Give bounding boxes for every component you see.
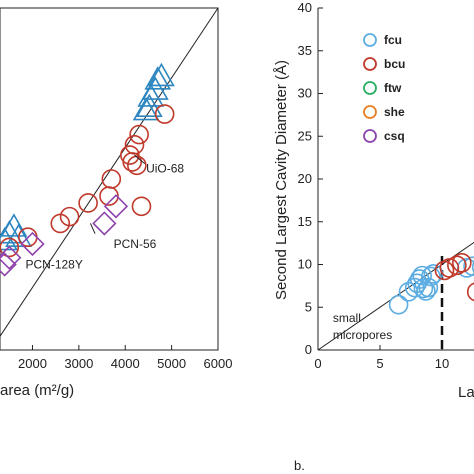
- panel-b-point-fcu: [471, 260, 474, 274]
- panel-a-x-tick-label: 6000: [204, 356, 233, 371]
- panel-b-point-fcu: [388, 294, 409, 315]
- panel-b-y-tick-label: 15: [298, 214, 312, 229]
- panel-a-points: [0, 62, 175, 277]
- legend-label-csq: csq: [384, 129, 405, 143]
- panel-b-region-labels: smallmicroporessmla: [333, 311, 392, 342]
- panel-b-point-bcu: [466, 282, 474, 302]
- panel-a-point-csq: [92, 211, 117, 236]
- panel-a-x-ticks: 2000 3000 4000 5000 6000: [18, 345, 232, 371]
- panel-b-y-tick-label: 10: [298, 257, 312, 272]
- panel-b-x-tick-label: 0: [314, 356, 321, 371]
- legend-marker-fcu: [363, 33, 377, 47]
- panel-a-arrow: [134, 154, 146, 164]
- panel-a-annotation: UiO-68: [146, 162, 184, 176]
- panel-b-label: b.: [294, 458, 305, 473]
- legend-label-fcu: fcu: [384, 33, 402, 47]
- panel-a-point-bcu: [0, 237, 20, 258]
- panel-b-point-bcu: [447, 255, 467, 276]
- panel-a-x-axis-label: area (m²/g): [0, 382, 74, 399]
- panel-a-point-fcu: [148, 62, 175, 87]
- panel-b-point-bcu: [434, 260, 455, 281]
- panel-a-arrow: [89, 223, 96, 234]
- panel-a-point-fcu: [135, 93, 163, 117]
- legend-marker-ftw: [363, 81, 377, 95]
- panel-b-x-axis-label: La: [458, 384, 474, 401]
- panel-a-point-fcu: [0, 213, 28, 237]
- panel-a: 2000 3000 4000 5000 6000 UiO-68 PCN-56 PCN-128…: [0, 7, 232, 399]
- legend-label-ftw: ftw: [384, 81, 402, 95]
- panel-a-point-bcu: [127, 155, 147, 176]
- panel-b-y-tick-label: 25: [298, 128, 312, 143]
- legend-label-bcu: bcu: [384, 57, 405, 71]
- legend-marker-csq: [363, 129, 377, 143]
- panel-a-point-bcu: [129, 124, 149, 145]
- panel-a-x-tick-label: 2000: [18, 356, 47, 371]
- panel-b-x-tick-label: 5: [376, 356, 383, 371]
- panel-b-point-bcu: [439, 258, 460, 278]
- panel-b-point-fcu: [463, 256, 474, 277]
- panel-a-reference-line: [0, 7, 219, 337]
- panel-b-ticks: 0 5 10 15 20 25 30 35 40 0 5 10: [298, 0, 450, 371]
- panel-b-point-bcu: [452, 252, 472, 273]
- panel-a-annotation: PCN-128Y: [26, 258, 83, 272]
- panel-b-point-fcu: [418, 277, 439, 298]
- panel-a-annotation: PCN-56: [114, 237, 157, 251]
- panel-b-points: [388, 252, 474, 315]
- panel-b-legend: fcu bcu ftw she csq: [363, 33, 405, 143]
- panel-b-y-tick-label: 30: [298, 86, 312, 101]
- panel-a-point-bcu: [99, 186, 119, 206]
- panel-b-y-tick-label: 35: [298, 43, 312, 58]
- panel-a-point-bcu: [131, 196, 152, 217]
- legend-label-she: she: [384, 105, 405, 119]
- panel-b-y-axis-label: Second Largest Cavity Diameter (Å): [273, 60, 290, 300]
- panel-a-point-bcu: [154, 104, 175, 124]
- legend-marker-bcu: [363, 57, 377, 71]
- panel-a-frame: [0, 7, 219, 351]
- panel-a-point-csq: [103, 194, 129, 219]
- panel-b-y-tick-label: 20: [298, 171, 312, 186]
- panel-a-point-bcu: [78, 193, 98, 213]
- panel-b: 0 5 10 15 20 25 30 35 40 0 5 10 fcu bcu ftw she csq sma…: [273, 0, 474, 473]
- panel-b-y-tick-label: 5: [305, 299, 312, 314]
- panel-b-region-label: micropores: [333, 328, 392, 342]
- legend-marker-she: [363, 105, 377, 119]
- panel-a-x-tick-label: 4000: [111, 356, 140, 371]
- panel-a-point-fcu: [132, 96, 160, 121]
- panel-a-point-bcu: [50, 213, 71, 234]
- panel-a-annotations: UiO-68 PCN-56 PCN-128Y: [26, 154, 184, 272]
- panel-b-region-label: small: [333, 311, 361, 325]
- panel-a-point-csq: [0, 245, 22, 270]
- panel-b-point-fcu: [412, 265, 432, 286]
- panel-a-x-tick-label: 5000: [157, 356, 186, 371]
- panel-b-y-tick-label: 40: [298, 0, 312, 15]
- panel-b-x-tick-label: 10: [435, 356, 449, 371]
- panel-a-point-csq: [20, 231, 45, 257]
- panel-b-point-fcu: [416, 281, 436, 301]
- panel-a-x-tick-label: 3000: [64, 356, 93, 371]
- panel-a-point-csq: [0, 252, 17, 277]
- panel-a-point-fcu: [144, 66, 172, 90]
- panel-b-point-fcu: [421, 266, 441, 287]
- panel-a-point-bcu: [124, 135, 145, 155]
- panel-a-point-bcu: [122, 152, 142, 172]
- panel-b-y-tick-label: 0: [305, 342, 312, 357]
